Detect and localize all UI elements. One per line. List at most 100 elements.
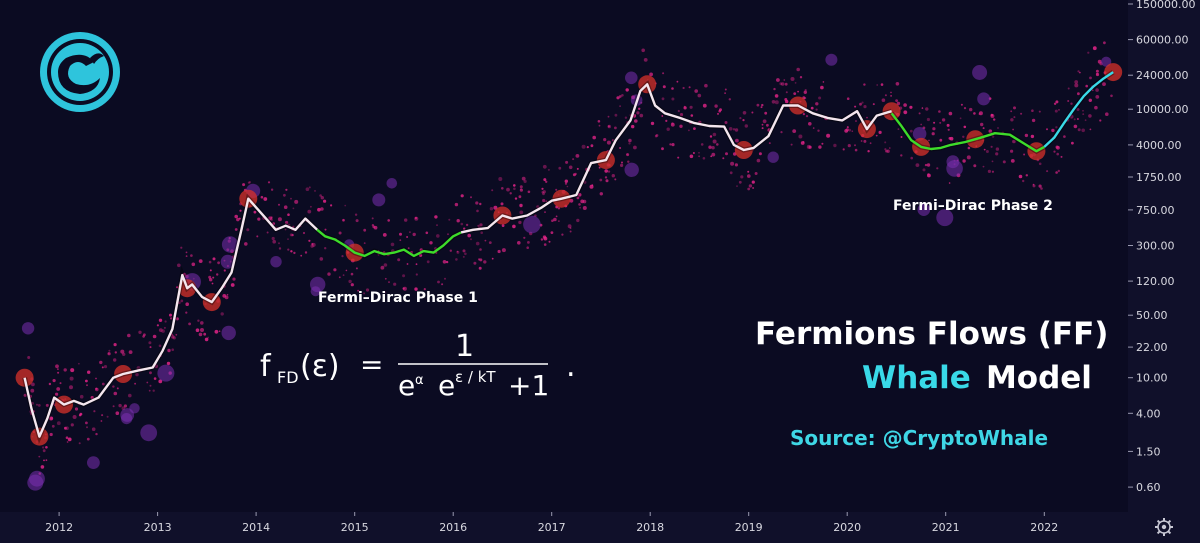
scatter-point [774,100,779,105]
scatter-point [59,382,62,385]
scatter-point [101,414,104,417]
scatter-point [1002,160,1006,164]
scatter-point [967,146,971,150]
scatter-point [166,361,171,366]
scatter-point [662,85,666,89]
scatter-point [363,292,366,295]
scatter-point [783,79,786,81]
scatter-point [267,181,271,184]
scatter-point [754,172,758,175]
scatter-point [477,224,480,227]
scatter-point [558,220,560,222]
scatter-point [779,82,783,86]
scatter-point [969,107,973,112]
scatter-point [1094,105,1098,110]
scatter-point [363,228,367,232]
scatter-point [307,209,312,214]
scatter-point [859,102,862,106]
scatter-point [1032,183,1035,186]
scatter-point [70,423,74,427]
scatter-point [598,124,601,127]
scatter-point [869,142,872,145]
bubble-point [29,470,45,487]
scatter-point [1103,41,1106,45]
scatter-point [553,217,557,222]
scatter-point [886,149,890,153]
scatter-point [399,239,402,242]
scatter-point [771,100,776,104]
scatter-point [45,459,48,462]
scatter-point [230,283,235,287]
scatter-point [561,233,564,236]
gear-icon[interactable] [1155,518,1173,536]
y-tick-label: 22.00 [1136,341,1168,354]
scatter-point [607,115,610,118]
scatter-point [519,203,523,208]
scatter-point [621,161,623,164]
scatter-point [846,126,849,129]
scatter-point [621,94,624,97]
scatter-point [550,231,554,235]
scatter-point [1081,128,1085,133]
scatter-point [393,282,397,286]
scatter-point [234,228,238,231]
scatter-point [833,143,837,148]
scatter-point [209,269,212,272]
scatter-point [962,159,966,163]
scatter-point [692,152,695,154]
formula-dot: . [566,349,576,384]
scatter-point [649,72,653,77]
scatter-point [665,119,668,122]
scatter-point [463,227,466,230]
scatter-point [671,87,674,90]
scatter-point [483,260,487,264]
scatter-point [69,385,73,390]
scatter-point [1057,169,1061,173]
scatter-point [1024,133,1029,138]
scatter-point [734,128,739,132]
scatter-point [614,178,617,181]
scatter-point [479,248,482,251]
scatter-point [156,324,159,327]
scatter-point [895,99,898,102]
scatter-point [470,196,472,199]
scatter-point [547,168,550,171]
scatter-point [256,235,259,238]
scatter-point [74,407,79,411]
scatter-point [473,261,477,265]
scatter-point [922,168,926,172]
scatter-point [785,91,788,94]
scatter-point [988,129,993,133]
scatter-point [903,110,908,115]
scatter-point [544,211,546,213]
scatter-point [725,152,728,156]
scatter-point [800,141,805,145]
scatter-point [729,171,733,175]
scatter-point [414,216,419,221]
scatter-point [177,263,181,268]
scatter-point [643,58,648,62]
scatter-point [190,254,193,257]
scatter-point [320,196,324,200]
y-tick-label: 750.00 [1136,204,1175,217]
scatter-point [590,144,594,148]
scatter-point [1023,153,1026,156]
scatter-point [441,283,444,286]
scatter-point [1073,124,1078,129]
scatter-point [1076,108,1080,111]
scatter-point [677,156,680,159]
scatter-point [963,107,967,110]
scatter-point [501,224,505,228]
scatter-point [476,209,479,213]
scatter-point [182,272,186,276]
scatter-point [218,330,221,333]
scatter-point [149,371,152,375]
scatter-point [113,391,118,396]
scatter-point [302,231,306,235]
scatter-point [175,317,179,321]
scatter-point [780,131,783,134]
x-tick-label: 2019 [735,521,763,534]
scatter-point [747,187,751,191]
bubble-point [129,403,140,414]
